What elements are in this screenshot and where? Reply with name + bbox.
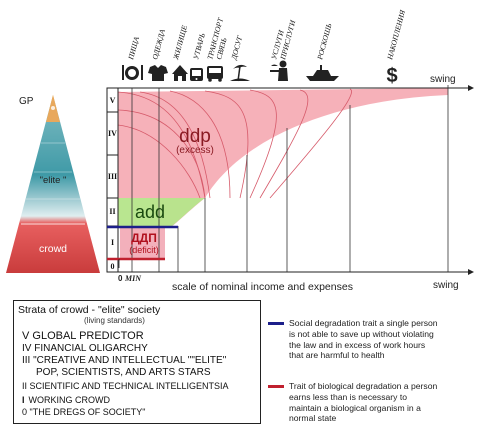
social-degradation-note: Social degradation trait a single person… bbox=[289, 318, 438, 361]
social-line-swatch bbox=[268, 322, 284, 325]
dap-sublabel: (deficit) bbox=[129, 245, 159, 255]
legend-item-v: V GLOBAL PREDICTOR bbox=[22, 330, 144, 342]
ddp-label: ddp bbox=[179, 126, 211, 147]
level-label: V bbox=[110, 96, 116, 105]
category-label: УТВАРЬ bbox=[191, 31, 207, 60]
legend-item-0: 0 "THE DREGS OF SOCIETY" bbox=[22, 407, 146, 417]
category-label: ПИЩА bbox=[126, 35, 141, 61]
category-label: ЖИЛИЩЕ bbox=[171, 24, 189, 62]
strata-legend: Strata of crowd - "elite" society (livin… bbox=[13, 300, 261, 424]
legend-item-i-text: WORKING CROWD bbox=[28, 395, 111, 405]
legend-item-iii-cont: POP, SCIENTISTS, AND ARTS STARS bbox=[36, 367, 211, 378]
legend-title: Strata of crowd - "elite" society bbox=[18, 304, 161, 316]
legend-subtitle: (living standards) bbox=[84, 316, 145, 325]
svg-text:$: $ bbox=[386, 65, 397, 87]
yacht-icon bbox=[306, 65, 339, 81]
servant-icon bbox=[270, 60, 288, 81]
food-icon bbox=[122, 65, 143, 80]
house-icon bbox=[172, 65, 188, 81]
dap-label: ДДП bbox=[131, 231, 157, 245]
deficit-region bbox=[120, 228, 165, 259]
ddp-sublabel: (excess) bbox=[176, 145, 214, 156]
elite-label: "elite " bbox=[40, 175, 67, 186]
legend-item-i-prefix: I bbox=[22, 395, 25, 405]
swing-top-label: swing bbox=[430, 74, 456, 85]
x-axis-label: scale of nominal income and expenses bbox=[172, 281, 353, 293]
legend-item-i: I WORKING CROWD bbox=[22, 395, 110, 405]
category-icons: $ bbox=[122, 60, 398, 87]
category-label: НАКОПЛЕНИЯ bbox=[385, 8, 407, 61]
min-label: MIN bbox=[124, 274, 142, 283]
legend-item-iv: IV FINANCIAL OLIGARCHY bbox=[22, 343, 148, 354]
min-zero-label: 0 bbox=[118, 274, 123, 283]
category-label: ОДЕЖДА bbox=[150, 28, 167, 60]
clothing-icon bbox=[148, 65, 168, 81]
level-label: I bbox=[111, 238, 114, 247]
level-label: IV bbox=[108, 129, 117, 138]
add-region bbox=[118, 198, 205, 226]
vertical-guides bbox=[131, 85, 449, 272]
level-label: 0 bbox=[111, 262, 115, 271]
top-arrow bbox=[468, 85, 474, 91]
legend-item-iii: III "CREATIVE AND INTELLECTUAL ""ELITE" bbox=[22, 355, 227, 366]
category-label: РОСКОШЬ bbox=[315, 22, 334, 62]
excess-region bbox=[118, 88, 448, 198]
leisure-icon bbox=[230, 64, 250, 82]
gp-label: GP bbox=[19, 96, 34, 107]
legend-item-ii: II SCIENTIFIC AND TECHNICAL INTELLIGENTS… bbox=[22, 381, 229, 391]
dollar-icon: $ bbox=[386, 65, 397, 87]
category-label: ДОСУГ bbox=[229, 34, 244, 62]
transport-icon bbox=[207, 66, 223, 82]
level-label: III bbox=[108, 172, 117, 181]
crowd-label: crowd bbox=[39, 243, 67, 255]
social-pyramid bbox=[6, 95, 100, 273]
swing-bottom-label: swing bbox=[433, 280, 459, 291]
bottom-arrow bbox=[468, 269, 474, 275]
utensils-icon bbox=[190, 68, 203, 81]
biological-line-swatch bbox=[268, 385, 284, 388]
level-label: II bbox=[109, 207, 115, 216]
add-label: add bbox=[135, 202, 165, 222]
biological-degradation-note: Trait of biological degradation a person… bbox=[289, 381, 438, 424]
